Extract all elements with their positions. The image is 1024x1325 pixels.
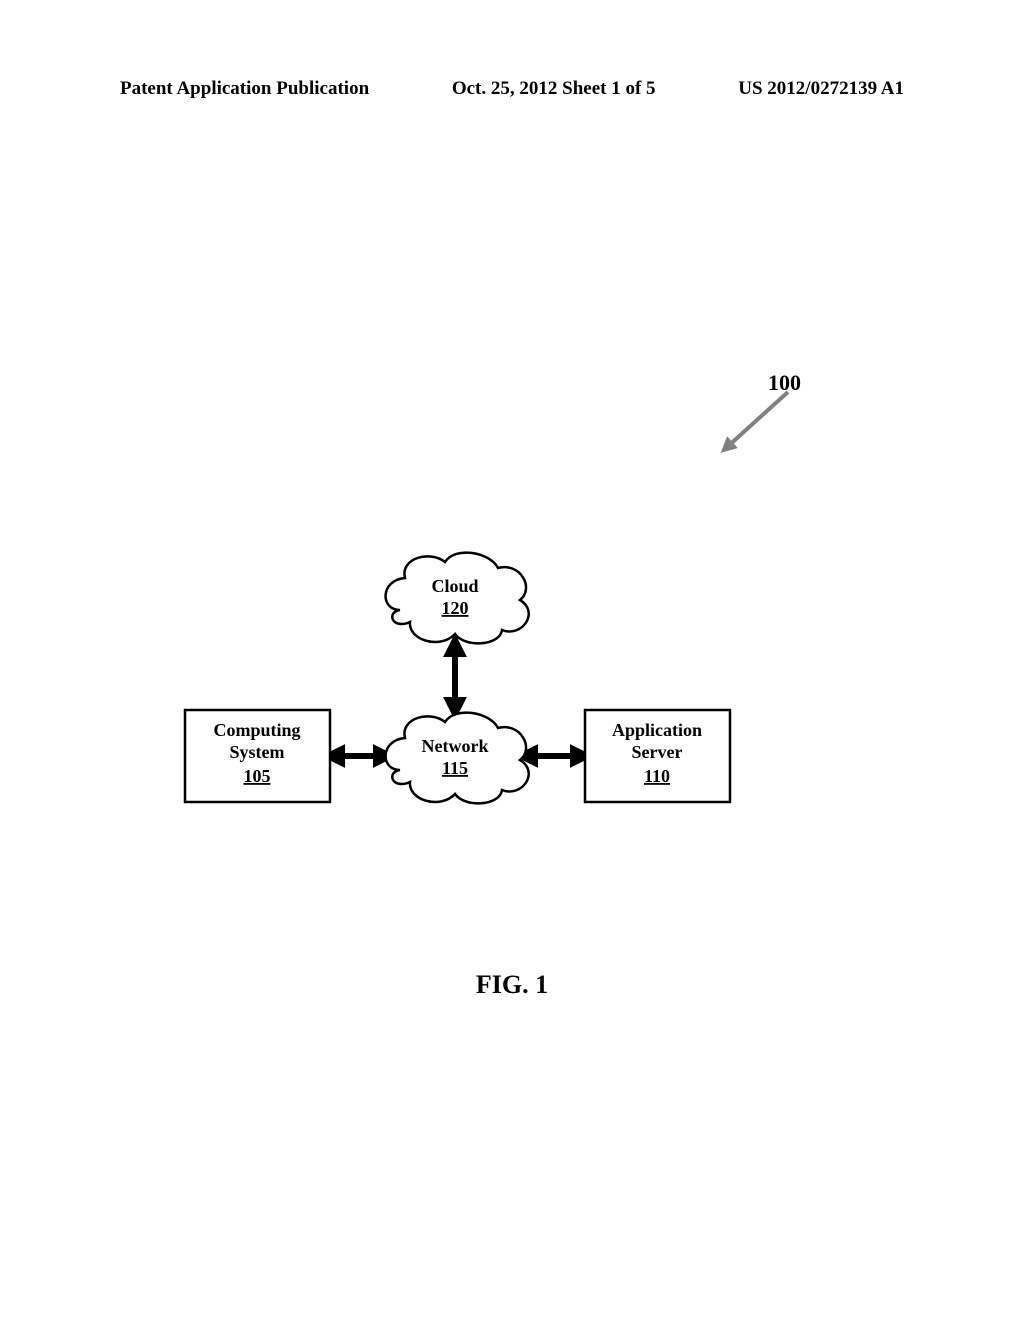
cloud-label: Cloud [431,576,478,596]
node-network: Network 115 [386,713,529,804]
node-computing-system: Computing System 105 [185,710,330,802]
diagram-svg: Computing System 105 Application Server … [0,0,1024,1320]
application-server-label-top: Application [612,720,702,740]
cloud-number: 120 [442,598,469,618]
network-number: 115 [442,758,468,778]
figure-caption: FIG. 1 [0,970,1024,1000]
application-server-number: 110 [644,766,670,786]
figure-ref-arrow [726,392,788,448]
node-application-server: Application Server 110 [585,710,730,802]
computing-system-label-top: Computing [213,720,300,740]
node-cloud: Cloud 120 [386,553,529,644]
computing-system-label-mid: System [230,742,285,762]
page: Patent Application Publication Oct. 25, … [0,0,1024,1320]
diagram-svg-wrap: Computing System 105 Application Server … [0,0,1024,1325]
network-label: Network [422,736,489,756]
application-server-label-mid: Server [632,742,683,762]
computing-system-number: 105 [244,766,271,786]
